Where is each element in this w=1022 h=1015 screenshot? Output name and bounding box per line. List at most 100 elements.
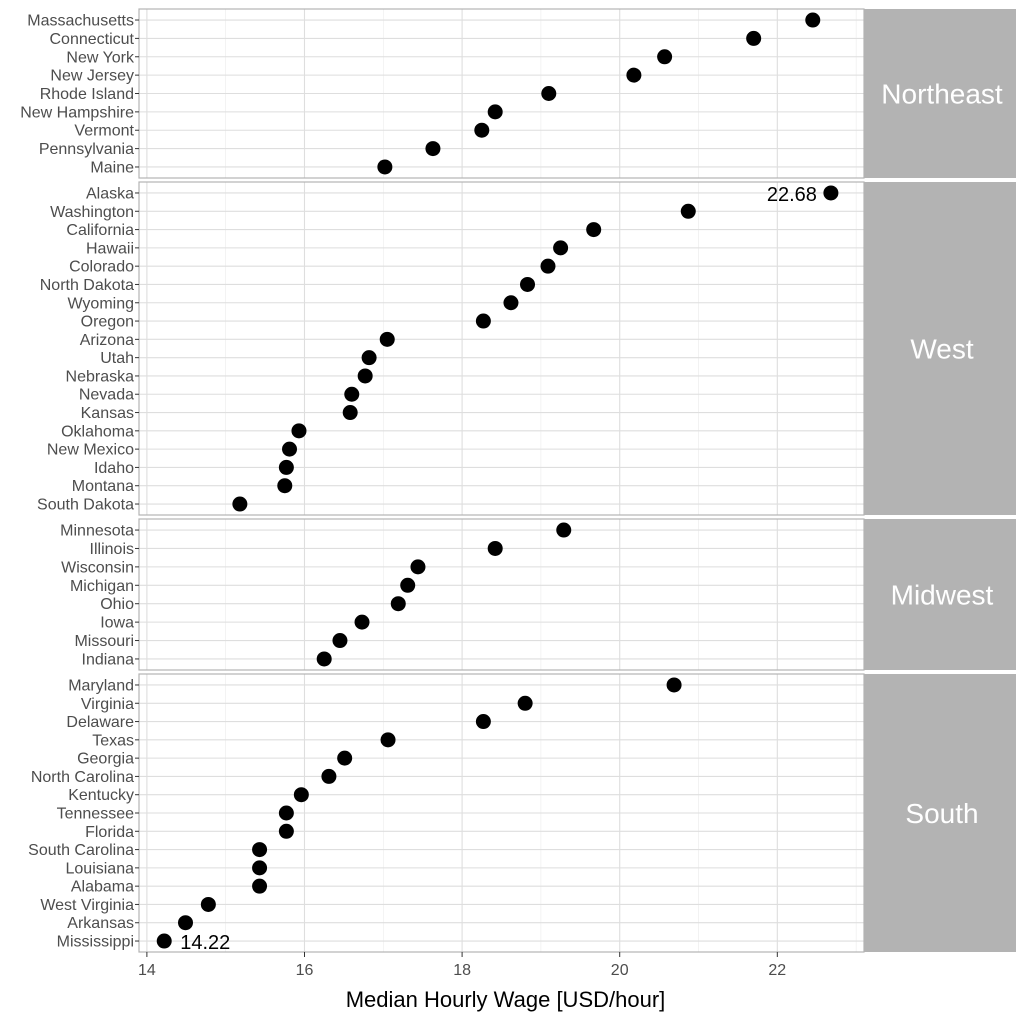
state-label: New Jersey bbox=[50, 68, 134, 85]
data-point bbox=[282, 441, 298, 457]
data-point bbox=[487, 540, 503, 556]
state-label: Alaska bbox=[86, 185, 134, 202]
value-label: 14.22 bbox=[180, 932, 230, 954]
data-point bbox=[177, 915, 193, 931]
state-label: New Mexico bbox=[47, 442, 134, 459]
strip-background bbox=[864, 519, 1016, 670]
data-point bbox=[823, 185, 839, 201]
data-point bbox=[357, 368, 373, 384]
state-label: Delaware bbox=[66, 714, 134, 731]
data-point bbox=[475, 313, 491, 329]
state-label: Texas bbox=[92, 732, 134, 749]
data-point bbox=[252, 842, 268, 858]
data-point bbox=[252, 860, 268, 876]
state-label: Minnesota bbox=[60, 523, 134, 540]
panel-west: West Alaska 22.68 WashingtonCaliforniaHawai… bbox=[37, 181, 1016, 516]
data-point bbox=[520, 276, 536, 292]
state-label: Montana bbox=[72, 478, 134, 495]
x-tick-label: 22 bbox=[768, 962, 786, 979]
data-point bbox=[680, 203, 696, 219]
x-tick-label: 20 bbox=[611, 962, 629, 979]
data-point bbox=[277, 478, 293, 494]
data-point bbox=[474, 122, 490, 138]
state-label: Louisiana bbox=[66, 860, 135, 877]
strip-background bbox=[864, 9, 1016, 178]
data-point bbox=[377, 159, 393, 175]
data-point bbox=[805, 12, 821, 28]
state-label: Ohio bbox=[100, 596, 134, 613]
data-point bbox=[252, 878, 268, 894]
state-label: Michigan bbox=[70, 578, 134, 595]
state-label: Nebraska bbox=[66, 368, 135, 385]
state-label: Oregon bbox=[81, 314, 134, 331]
state-label: Wyoming bbox=[67, 295, 134, 312]
data-point bbox=[332, 633, 348, 649]
data-point bbox=[156, 933, 172, 949]
state-label: North Carolina bbox=[31, 769, 134, 786]
state-label: West Virginia bbox=[40, 897, 134, 914]
data-point bbox=[316, 651, 332, 667]
state-label: North Dakota bbox=[40, 277, 134, 294]
value-label: 22.68 bbox=[767, 184, 817, 206]
x-axis: 14 16 18 20 22 Median Hourly Wage [USD/hour] bbox=[138, 952, 786, 1012]
state-label: South Dakota bbox=[37, 497, 134, 514]
strip-background bbox=[864, 674, 1016, 952]
data-point bbox=[380, 732, 396, 748]
state-label: Illinois bbox=[90, 541, 134, 558]
strip-label: Northeast bbox=[881, 79, 1003, 110]
data-point bbox=[337, 750, 353, 766]
state-label: Missouri bbox=[74, 633, 134, 650]
state-label: Rhode Island bbox=[40, 86, 134, 103]
state-label: Wisconsin bbox=[61, 559, 134, 576]
x-tick-label: 18 bbox=[453, 962, 471, 979]
state-label: Oklahoma bbox=[61, 423, 134, 440]
state-label: Virginia bbox=[81, 696, 134, 713]
data-point bbox=[291, 423, 307, 439]
state-label: Vermont bbox=[74, 123, 134, 140]
data-point bbox=[344, 386, 360, 402]
state-label: Idaho bbox=[94, 460, 134, 477]
data-point bbox=[400, 577, 416, 593]
data-point bbox=[278, 823, 294, 839]
x-axis-title: Median Hourly Wage [USD/hour] bbox=[346, 987, 666, 1012]
data-point bbox=[278, 459, 294, 475]
data-point bbox=[541, 86, 557, 101]
strip-label: Midwest bbox=[891, 580, 994, 611]
state-label: South Carolina bbox=[28, 842, 134, 859]
state-label: Connecticut bbox=[50, 31, 135, 48]
state-label: Kentucky bbox=[68, 787, 134, 804]
state-label: Florida bbox=[85, 824, 134, 841]
strip-label: South bbox=[905, 798, 978, 829]
state-label: Arizona bbox=[80, 332, 134, 349]
state-label: Maine bbox=[90, 159, 134, 176]
state-label: Utah bbox=[100, 350, 134, 367]
state-label: Alabama bbox=[71, 879, 134, 896]
state-label: Indiana bbox=[82, 651, 135, 668]
state-label: Pennsylvania bbox=[39, 141, 134, 158]
data-point bbox=[487, 104, 503, 120]
data-point bbox=[232, 496, 248, 512]
state-label: Mississippi bbox=[57, 934, 134, 951]
data-point bbox=[657, 49, 673, 65]
state-label: Kansas bbox=[81, 405, 134, 422]
panel-background bbox=[139, 519, 864, 670]
x-tick-label: 16 bbox=[296, 962, 314, 979]
panel-background bbox=[139, 182, 864, 515]
state-label: Iowa bbox=[100, 615, 134, 632]
data-point bbox=[278, 805, 294, 821]
data-point bbox=[200, 896, 216, 912]
state-label: Tennessee bbox=[57, 806, 134, 823]
data-point bbox=[517, 695, 533, 711]
data-point bbox=[746, 30, 762, 46]
state-label: New York bbox=[66, 49, 135, 66]
data-point bbox=[361, 350, 377, 366]
data-point bbox=[342, 405, 358, 421]
state-label: Georgia bbox=[77, 751, 134, 768]
strip-label: West bbox=[910, 334, 973, 365]
data-point bbox=[586, 222, 602, 238]
